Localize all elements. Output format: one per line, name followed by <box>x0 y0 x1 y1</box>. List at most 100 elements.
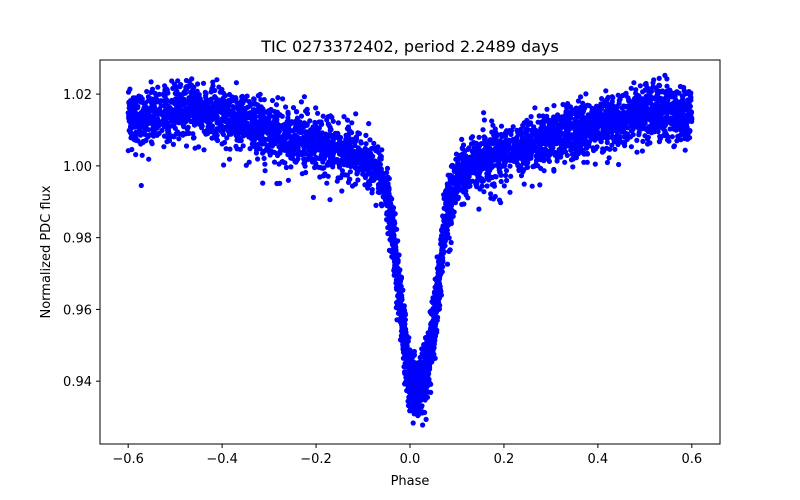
data-point <box>593 146 599 152</box>
data-point <box>635 125 642 131</box>
data-point <box>581 159 587 165</box>
data-point <box>285 115 291 121</box>
data-point <box>164 87 170 93</box>
data-point <box>547 152 553 158</box>
data-point <box>426 376 432 382</box>
data-point <box>214 77 220 83</box>
data-point <box>575 98 582 104</box>
data-point <box>404 388 410 394</box>
data-point <box>284 124 291 130</box>
data-point <box>246 159 252 165</box>
data-point <box>155 84 161 90</box>
data-point <box>373 202 379 208</box>
data-point <box>275 129 281 135</box>
data-point <box>564 152 570 158</box>
data-point <box>363 132 369 138</box>
data-point <box>686 101 692 107</box>
data-point <box>609 98 615 105</box>
data-point <box>384 170 390 176</box>
data-point <box>185 124 191 130</box>
data-point <box>298 129 304 135</box>
data-point <box>577 138 583 144</box>
data-point <box>560 101 566 108</box>
data-point <box>442 222 448 229</box>
data-point <box>339 168 345 174</box>
data-point <box>282 137 288 143</box>
data-point <box>508 151 514 157</box>
data-point <box>195 81 201 87</box>
data-point <box>524 140 531 146</box>
data-point <box>154 131 161 137</box>
data-point <box>403 364 409 370</box>
data-point <box>244 120 250 126</box>
data-point <box>489 182 495 188</box>
data-point <box>148 96 154 102</box>
data-point <box>316 147 323 153</box>
data-point <box>166 105 172 111</box>
data-point <box>315 110 321 116</box>
data-point <box>353 111 359 117</box>
data-point <box>344 159 350 165</box>
data-point <box>189 94 195 100</box>
data-point <box>311 136 317 142</box>
data-point <box>190 131 196 137</box>
data-point <box>490 151 496 157</box>
data-point <box>598 121 604 127</box>
data-point <box>152 90 158 96</box>
data-point <box>687 128 693 134</box>
data-point <box>659 103 665 109</box>
data-point <box>499 134 505 140</box>
data-point <box>277 180 283 186</box>
data-point <box>568 157 575 163</box>
data-point <box>532 105 538 111</box>
data-point <box>309 159 316 165</box>
data-point <box>129 146 135 153</box>
data-point <box>508 173 514 179</box>
data-point <box>607 129 613 135</box>
data-point <box>285 177 291 183</box>
data-point <box>455 160 461 166</box>
data-point <box>321 144 327 151</box>
data-point <box>551 103 557 109</box>
data-point <box>546 158 553 164</box>
data-point <box>203 107 209 113</box>
data-point <box>356 153 363 159</box>
data-point <box>549 134 555 140</box>
data-point <box>204 97 211 103</box>
data-point <box>349 183 356 189</box>
data-point <box>481 141 487 147</box>
data-point <box>592 161 598 167</box>
data-point <box>384 165 391 171</box>
data-point <box>676 90 682 96</box>
data-point <box>367 157 373 163</box>
data-point <box>276 150 282 156</box>
data-point <box>488 191 494 197</box>
data-point <box>461 185 467 191</box>
data-point <box>656 139 663 145</box>
data-point <box>240 100 246 106</box>
data-point <box>262 168 268 174</box>
data-point <box>170 141 176 147</box>
data-point <box>465 195 471 201</box>
data-point <box>481 178 487 184</box>
data-point <box>662 90 669 96</box>
data-point <box>358 139 364 145</box>
data-point <box>348 160 354 166</box>
data-point <box>224 135 230 141</box>
data-point <box>198 112 204 118</box>
data-point <box>295 151 301 157</box>
data-point <box>608 134 615 140</box>
data-point <box>603 88 609 94</box>
data-point <box>292 125 298 131</box>
data-point <box>251 96 257 102</box>
data-point <box>181 89 187 96</box>
data-point <box>222 93 228 99</box>
data-point <box>622 140 628 146</box>
data-point <box>319 130 325 136</box>
data-point <box>248 124 254 130</box>
data-point <box>643 80 649 87</box>
data-point <box>468 135 474 141</box>
data-point <box>283 164 289 171</box>
data-point <box>636 93 642 99</box>
